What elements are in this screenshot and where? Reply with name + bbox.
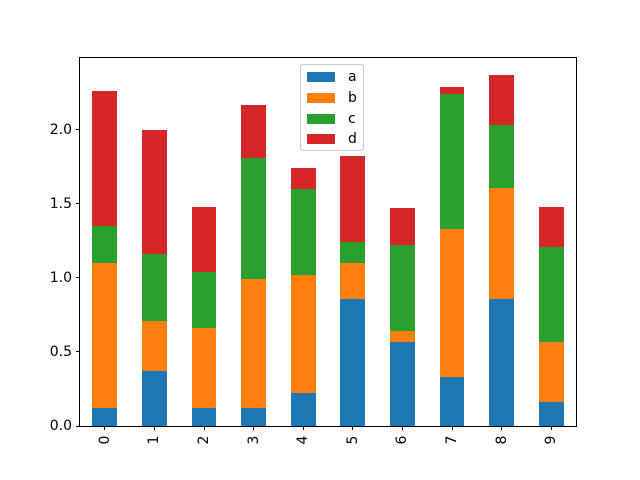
bar-segment-a-3 — [241, 408, 266, 426]
bar-segment-c-5 — [340, 242, 366, 264]
bar-segment-b-6 — [390, 331, 415, 342]
bar-segment-a-4 — [290, 393, 316, 426]
x-tick-mark — [253, 426, 255, 430]
bar-segment-d-8 — [489, 75, 514, 126]
legend-item-d: d — [307, 129, 363, 150]
legend-item-c: c — [307, 108, 363, 129]
bar-segment-c-4 — [290, 189, 316, 275]
x-tick-label: 2 — [196, 435, 212, 445]
y-tick-mark — [76, 277, 80, 279]
y-tick-label: 0.5 — [49, 343, 72, 360]
bar-segment-c-6 — [390, 245, 415, 332]
bar-segment-c-0 — [92, 226, 118, 264]
bar-segment-b-2 — [191, 328, 217, 409]
bar-segment-a-1 — [142, 371, 167, 426]
x-tick-label: 8 — [493, 435, 510, 445]
y-tick-label: 2.0 — [49, 121, 72, 138]
bar-segment-c-1 — [142, 254, 167, 321]
x-tick-label: 6 — [394, 435, 411, 445]
x-tick-mark — [104, 426, 106, 430]
bar-segment-b-9 — [538, 341, 564, 403]
bar-segment-c-7 — [439, 94, 465, 230]
bar-segment-d-1 — [142, 129, 167, 255]
bar-segment-a-2 — [191, 408, 217, 426]
bar-segment-d-6 — [390, 208, 415, 246]
x-tick-label: 0 — [96, 435, 113, 445]
bar-segment-c-9 — [538, 246, 564, 342]
x-tick-mark — [501, 426, 503, 430]
bar-segment-b-4 — [290, 274, 316, 394]
bar-segment-b-8 — [489, 187, 514, 299]
y-tick-label: 0.0 — [49, 418, 72, 434]
bar-segment-a-5 — [340, 298, 366, 426]
legend-item-a: a — [307, 67, 363, 88]
bar-segment-c-8 — [489, 125, 514, 188]
x-tick-label: 7 — [444, 435, 460, 445]
plot-area — [80, 58, 576, 426]
bar-segment-a-6 — [390, 341, 415, 426]
bar-segment-b-1 — [142, 320, 167, 372]
y-tick-mark — [76, 129, 80, 131]
bar-segment-d-3 — [241, 104, 266, 158]
legend-label-b: b — [348, 90, 357, 107]
bar-segment-d-2 — [191, 206, 217, 272]
y-tick-label: 1.5 — [49, 195, 72, 212]
bar-segment-d-5 — [340, 156, 366, 243]
y-tick-mark — [76, 425, 80, 427]
legend-item-b: b — [307, 88, 363, 109]
x-tick-label: 1 — [146, 435, 163, 445]
x-tick-mark — [352, 426, 354, 430]
legend-swatch-c-icon — [307, 113, 335, 124]
bar-segment-c-3 — [241, 157, 266, 280]
bar-segment-d-9 — [538, 206, 564, 247]
bar-segment-c-2 — [191, 272, 217, 329]
x-tick-mark — [451, 426, 453, 430]
x-tick-label: 9 — [543, 435, 560, 445]
y-tick-mark — [76, 203, 80, 205]
bar-segment-a-9 — [538, 402, 564, 426]
x-tick-label: 4 — [295, 435, 312, 445]
bar-segment-b-5 — [340, 263, 366, 299]
x-tick-mark — [302, 426, 304, 430]
legend-label-a: a — [348, 69, 357, 86]
bar-segment-a-0 — [92, 408, 118, 426]
bar-segment-d-7 — [439, 86, 465, 95]
legend-swatch-b-icon — [307, 93, 335, 104]
y-tick-mark — [76, 351, 80, 353]
bar-segment-b-3 — [241, 279, 266, 409]
legend-label-d: d — [348, 131, 357, 148]
legend-swatch-d-icon — [307, 134, 335, 145]
x-tick-mark — [401, 426, 403, 430]
legend-swatch-a-icon — [307, 72, 335, 83]
bar-segment-a-8 — [489, 298, 514, 426]
x-tick-mark — [550, 426, 552, 430]
x-tick-mark — [153, 426, 155, 430]
bar-segment-b-7 — [439, 229, 465, 378]
y-tick-label: 1.0 — [49, 269, 72, 286]
bar-segment-b-0 — [92, 263, 118, 409]
x-tick-mark — [203, 426, 205, 430]
x-tick-label: 3 — [245, 435, 262, 445]
bar-segment-a-7 — [439, 377, 465, 426]
bar-segment-d-4 — [290, 168, 316, 190]
legend-label-c: c — [348, 110, 356, 127]
bar-segment-d-0 — [92, 91, 118, 227]
x-tick-label: 5 — [344, 435, 361, 445]
